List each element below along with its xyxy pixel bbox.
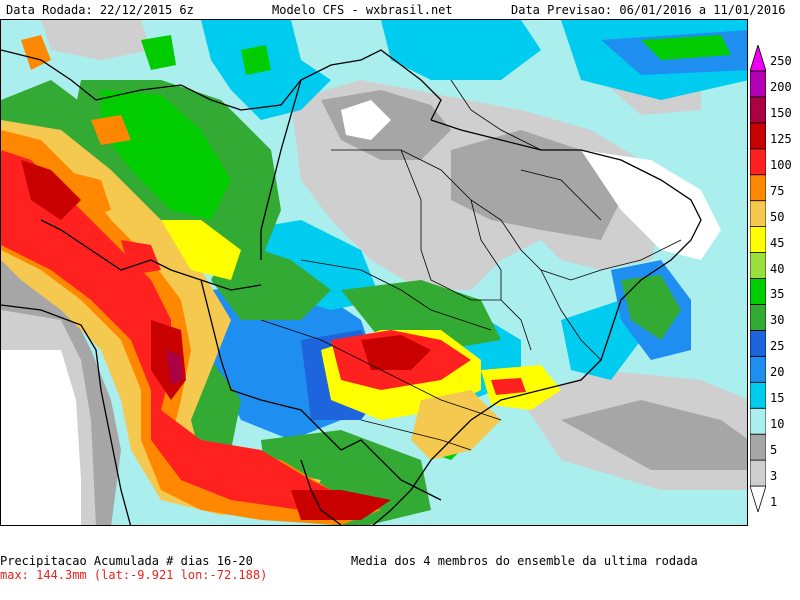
colorbar-label-20: 20 <box>770 365 785 380</box>
colorbar-label-3: 3 <box>770 469 778 484</box>
colorbar-label-45: 45 <box>770 235 785 250</box>
colorbar-label-25: 25 <box>770 339 785 354</box>
country-borders <box>1 49 442 525</box>
colorbar-label-150: 150 <box>770 105 792 120</box>
model-label: Modelo CFS - wxbrasil.net <box>272 3 453 17</box>
colorbar-segment-200 <box>750 70 766 98</box>
colorbar-segment-25 <box>750 329 766 357</box>
colorbar-segment-35 <box>750 278 766 305</box>
colorbar-label-100: 100 <box>770 157 792 172</box>
colorbar-label-5: 5 <box>770 443 778 458</box>
colorbar-label-200: 200 <box>770 79 792 94</box>
colorbar-segment-15 <box>750 381 766 409</box>
colorbar-label-40: 40 <box>770 261 785 276</box>
ensemble-label: Media dos 4 membros do ensemble da ultim… <box>351 554 698 568</box>
colorbar-label-35: 35 <box>770 287 785 302</box>
colorbar-segment-50 <box>750 200 766 228</box>
precipitation-map <box>0 19 748 526</box>
colorbar-label-50: 50 <box>770 209 785 224</box>
colorbar-segment-250 <box>750 45 766 72</box>
state-borders <box>260 79 682 451</box>
colorbar-segment-1 <box>750 485 766 512</box>
colorbar-label-250: 250 <box>770 53 792 68</box>
colorbar-segment-45 <box>750 226 766 253</box>
colorbar-label-125: 125 <box>770 131 792 146</box>
max-value-label: max: 144.3mm (lat:-9.921 lon:-72.188) <box>0 568 268 582</box>
colorbar-segment-150 <box>750 96 766 124</box>
colorbar-segment-3 <box>750 459 766 487</box>
colorbar-segment-10 <box>750 407 766 435</box>
colorbar-segment-75 <box>750 174 766 202</box>
colorbar-segment-5 <box>750 433 766 461</box>
colorbar-label-10: 10 <box>770 417 785 432</box>
colorbar-segment-125 <box>750 122 766 150</box>
forecast-date-label: Data Previsao: 06/01/2016 a 11/01/2016 <box>511 3 786 17</box>
colorbar-segment-30 <box>750 304 766 331</box>
colorbar-label-1: 1 <box>770 495 778 509</box>
precipitation-field <box>1 20 747 525</box>
colorbar-segment-20 <box>750 355 766 383</box>
coastline <box>372 119 702 525</box>
run-date-label: Data Rodada: 22/12/2015 6z <box>6 3 194 17</box>
colorbar-label-75: 75 <box>770 183 785 198</box>
colorbar-segment-40 <box>750 252 766 279</box>
colorbar-label-30: 30 <box>770 313 785 328</box>
colorbar <box>750 45 766 512</box>
variable-label: Precipitacao Acumulada # dias 16-20 <box>0 554 253 568</box>
colorbar-segment-100 <box>750 148 766 176</box>
colorbar-label-15: 15 <box>770 391 785 406</box>
